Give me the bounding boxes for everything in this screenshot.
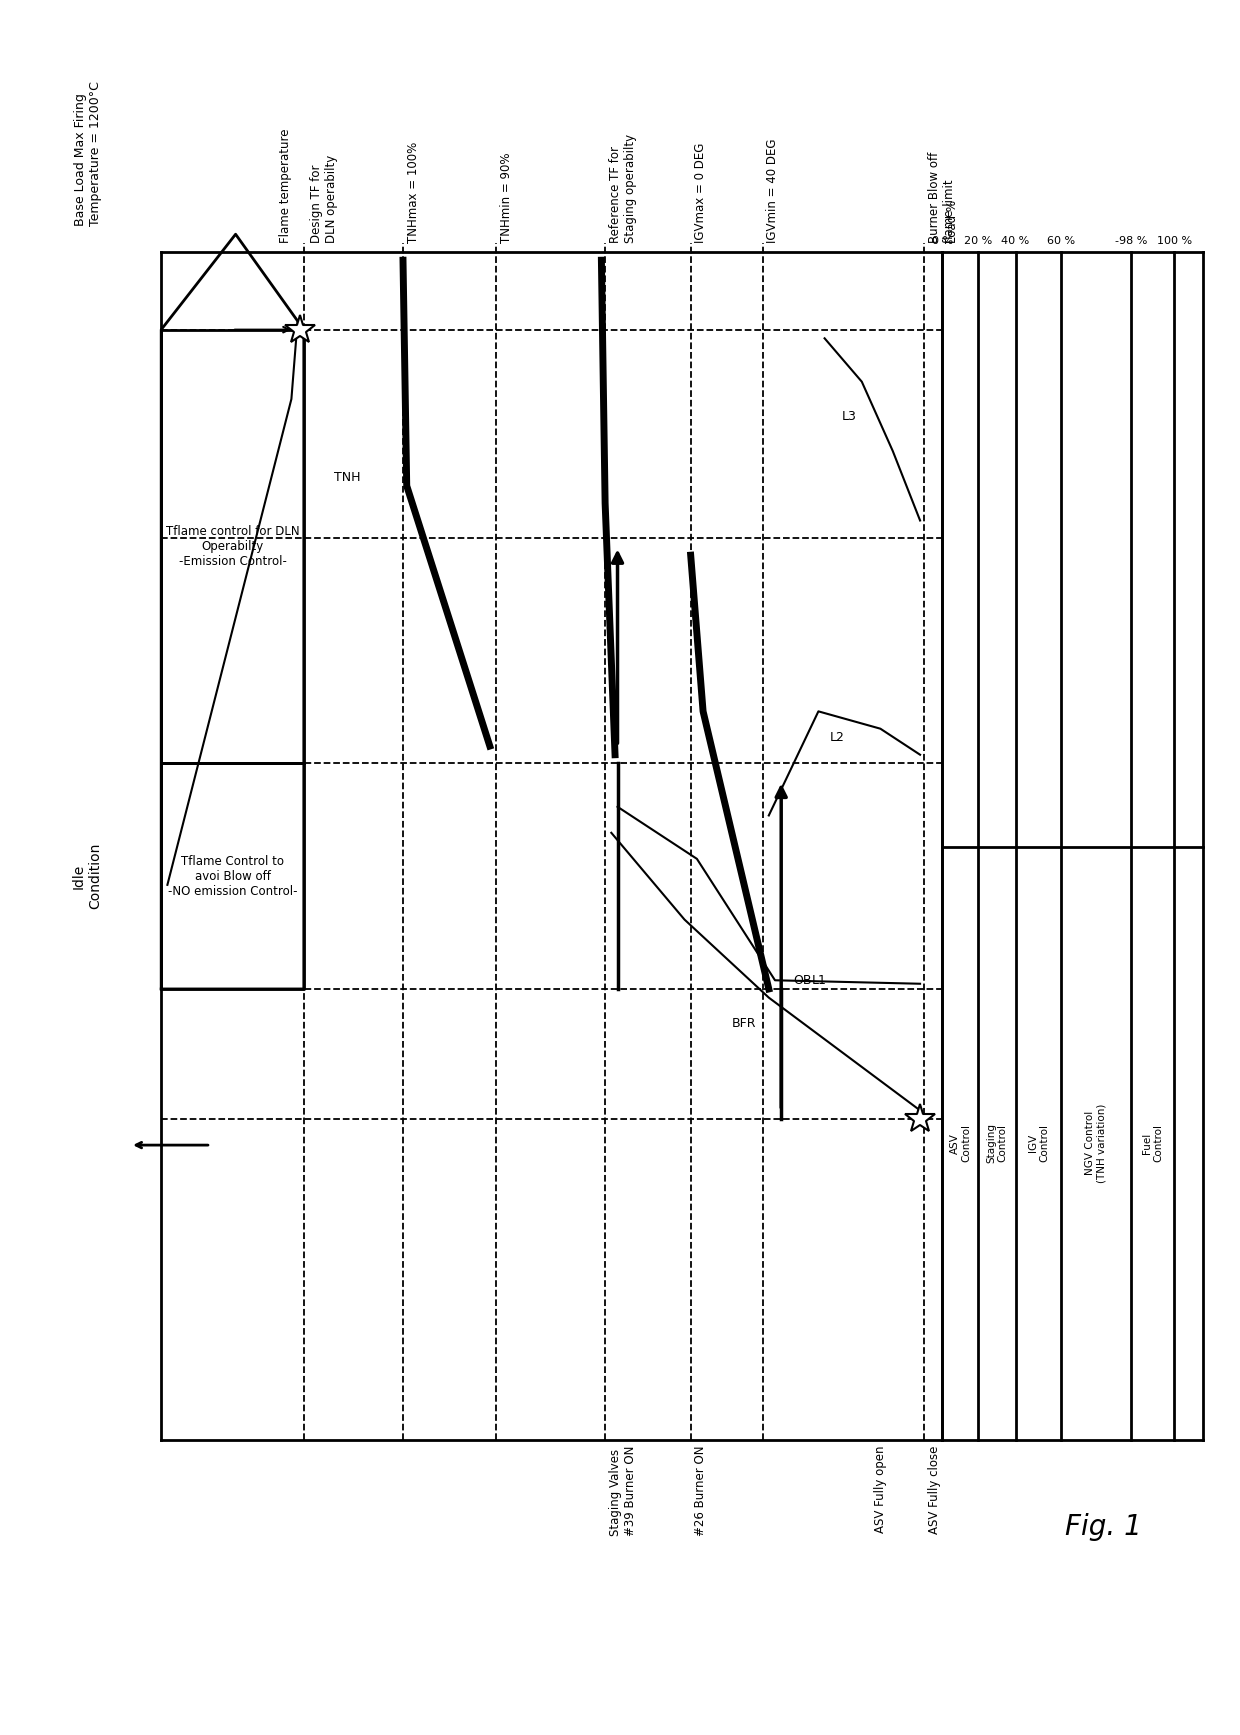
Text: Reference TF for
Staging operabilty: Reference TF for Staging operabilty: [609, 134, 637, 243]
Text: IGV
Control: IGV Control: [1028, 1124, 1049, 1162]
Text: TNHmin = 90%: TNHmin = 90%: [500, 153, 512, 243]
Text: Fig. 1: Fig. 1: [1065, 1513, 1142, 1541]
Text: NGV Control
(TNH variation): NGV Control (TNH variation): [1085, 1103, 1107, 1183]
Text: TNH: TNH: [334, 470, 361, 484]
Text: Burner Blow off
flame limit: Burner Blow off flame limit: [928, 151, 956, 243]
Text: Tflame control for DLN
Operabilty
-Emission Control-: Tflame control for DLN Operabilty -Emiss…: [166, 526, 299, 567]
Text: BFR: BFR: [732, 1017, 756, 1031]
Text: L1: L1: [812, 973, 827, 987]
Text: Tflame Control to
avoi Blow off
-NO emission Control-: Tflame Control to avoi Blow off -NO emis…: [167, 855, 298, 897]
Text: 60 %: 60 %: [1048, 236, 1075, 246]
Text: 20 %: 20 %: [965, 236, 992, 246]
Text: 40 %: 40 %: [1002, 236, 1029, 246]
Text: IGVmax = 0 DEG: IGVmax = 0 DEG: [694, 142, 707, 243]
Text: ASV Fully open: ASV Fully open: [874, 1445, 887, 1532]
Text: Load %: Load %: [946, 200, 959, 243]
Text: Flame temperature: Flame temperature: [279, 128, 291, 243]
Text: ASV Fully close: ASV Fully close: [928, 1445, 940, 1534]
Text: Staging
Control: Staging Control: [986, 1123, 1008, 1164]
Text: Base Load Max Firing
Temperature = 1200°C: Base Load Max Firing Temperature = 1200°…: [74, 80, 103, 226]
Text: -98 %: -98 %: [1115, 236, 1147, 246]
Text: Design TF for
DLN operabilty: Design TF for DLN operabilty: [310, 154, 339, 243]
Text: #26 Burner ON: #26 Burner ON: [694, 1445, 707, 1535]
Text: L2: L2: [830, 730, 844, 744]
Text: Idle
Condition: Idle Condition: [72, 843, 102, 909]
Text: L3: L3: [842, 409, 857, 423]
Text: 0 %: 0 %: [931, 236, 954, 246]
Text: ASV
Control: ASV Control: [950, 1124, 971, 1162]
Text: 100 %: 100 %: [1157, 236, 1192, 246]
Text: Fuel
Control: Fuel Control: [1142, 1124, 1163, 1162]
Text: TNHmax = 100%: TNHmax = 100%: [407, 142, 419, 243]
Text: Staging Valves
#39 Burner ON: Staging Valves #39 Burner ON: [609, 1445, 637, 1535]
Text: IGVmin = 40 DEG: IGVmin = 40 DEG: [766, 139, 779, 243]
Text: OB: OB: [794, 973, 812, 987]
